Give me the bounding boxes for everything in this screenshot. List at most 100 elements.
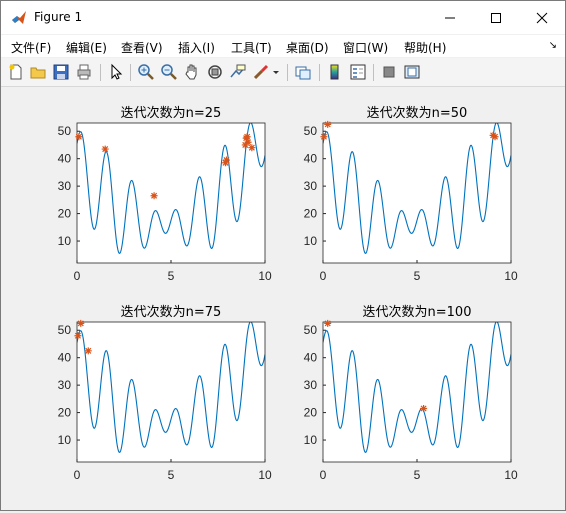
plot-area: [323, 322, 511, 462]
data-cursor-icon[interactable]: [229, 63, 247, 81]
toolbar-separator: [319, 64, 320, 81]
data-point-marker: [241, 141, 249, 149]
data-point-marker: [248, 144, 256, 152]
colorbar-icon[interactable]: [326, 63, 344, 81]
data-point-marker: [222, 156, 230, 164]
y-tick-label: 40: [304, 152, 318, 166]
objective-curve: [77, 322, 265, 453]
maximize-button[interactable]: [473, 1, 519, 34]
menu-tools[interactable]: 工具(T): [231, 41, 272, 55]
toolbar-separator: [287, 64, 288, 81]
plot-area: [77, 123, 265, 263]
chevron-down-icon[interactable]: [271, 63, 281, 81]
plot-area: [323, 123, 511, 263]
x-tick-label: 5: [414, 269, 421, 283]
data-point-marker: [84, 347, 92, 355]
y-tick-label: 30: [58, 378, 72, 392]
axes-box: [322, 122, 512, 264]
axes-box: [322, 321, 512, 463]
data-point-marker: [244, 138, 252, 146]
maximize-icon: [491, 12, 501, 23]
hide-plot-tools-icon[interactable]: [380, 63, 398, 81]
minimize-button[interactable]: [427, 1, 473, 34]
menu-bar: 文件(F) 编辑(E) 查看(V) 插入(I) 工具(T) 桌面(D) 窗口(W…: [1, 35, 565, 57]
objective-curve: [323, 123, 511, 254]
y-tick-label: 20: [304, 406, 318, 420]
menu-file[interactable]: 文件(F): [11, 41, 52, 55]
legend-icon[interactable]: [349, 63, 367, 81]
data-point-marker: [74, 332, 82, 340]
y-tick-label: 10: [58, 433, 72, 447]
objective-curve: [77, 123, 265, 254]
pan-icon[interactable]: [183, 63, 201, 81]
zoom-in-icon[interactable]: [137, 63, 155, 81]
minimize-icon: [445, 17, 455, 18]
close-button[interactable]: [519, 1, 565, 34]
y-tick-label: 40: [304, 351, 318, 365]
x-tick-label: 10: [504, 468, 518, 482]
y-tick-label: 20: [58, 207, 72, 221]
x-tick-label: 10: [258, 468, 272, 482]
brush-icon[interactable]: [252, 63, 270, 81]
title-bar: Figure 1: [1, 1, 565, 34]
new-figure-icon[interactable]: [7, 63, 25, 81]
x-tick-label: 10: [258, 269, 272, 283]
save-icon[interactable]: [52, 63, 70, 81]
open-file-icon[interactable]: [29, 63, 47, 81]
y-tick-label: 50: [58, 124, 72, 138]
rotate-3d-icon[interactable]: [206, 63, 224, 81]
y-tick-label: 50: [304, 323, 318, 337]
data-point-marker: [75, 133, 83, 141]
y-tick-label: 40: [58, 152, 72, 166]
y-tick-label: 30: [58, 179, 72, 193]
plot-title: 迭代次数为n=25: [121, 105, 222, 121]
data-point-marker: [243, 133, 251, 141]
window-title: Figure 1: [34, 10, 83, 24]
plot-title: 迭代次数为n=100: [363, 304, 472, 320]
menu-desktop[interactable]: 桌面(D): [286, 41, 329, 55]
y-tick-label: 10: [58, 234, 72, 248]
menu-insert[interactable]: 插入(I): [178, 41, 215, 55]
y-tick-label: 40: [58, 351, 72, 365]
show-plot-tools-icon[interactable]: [403, 63, 421, 81]
objective-curve: [323, 322, 511, 453]
y-tick-label: 10: [304, 433, 318, 447]
subplot-1: 0 5 10 10 20 30 40 50 迭代次数为n=25: [58, 105, 272, 283]
toolbar-separator: [130, 64, 131, 81]
axes-box: [76, 122, 266, 264]
print-icon[interactable]: [75, 63, 93, 81]
data-point-marker: [150, 192, 158, 200]
toolbar-separator: [373, 64, 374, 81]
y-tick-label: 50: [58, 323, 72, 337]
x-tick-label: 5: [168, 468, 175, 482]
pointer-icon[interactable]: [107, 63, 125, 81]
data-point-marker: [222, 159, 230, 167]
menu-help[interactable]: 帮助(H): [404, 41, 447, 55]
plot-area: [77, 322, 265, 462]
matlab-logo-icon: [12, 11, 26, 24]
menu-view[interactable]: 查看(V): [121, 41, 163, 55]
toolbar-separator: [100, 64, 101, 81]
menu-edit[interactable]: 编辑(E): [66, 41, 107, 55]
menu-overflow-icon[interactable]: ↘: [548, 40, 557, 51]
x-tick-label: 0: [320, 269, 327, 283]
data-point-marker: [324, 120, 332, 128]
link-plot-icon[interactable]: [294, 63, 312, 81]
plot-title: 迭代次数为n=50: [367, 105, 468, 121]
data-point-marker: [491, 133, 499, 141]
axes-box: [76, 321, 266, 463]
data-point-marker: [77, 319, 85, 327]
x-tick-label: 5: [168, 269, 175, 283]
zoom-out-icon[interactable]: [160, 63, 178, 81]
x-tick-label: 10: [504, 269, 518, 283]
menu-window[interactable]: 窗口(W): [343, 41, 389, 55]
y-tick-label: 30: [304, 179, 318, 193]
y-tick-label: 30: [304, 378, 318, 392]
subplot-4: 0 5 10 10 20 30 40 50 迭代次数为n=100: [304, 304, 518, 482]
y-tick-label: 10: [304, 234, 318, 248]
y-tick-label: 20: [58, 406, 72, 420]
data-point-marker: [320, 133, 328, 141]
y-tick-label: 20: [304, 207, 318, 221]
y-tick-label: 50: [304, 124, 318, 138]
